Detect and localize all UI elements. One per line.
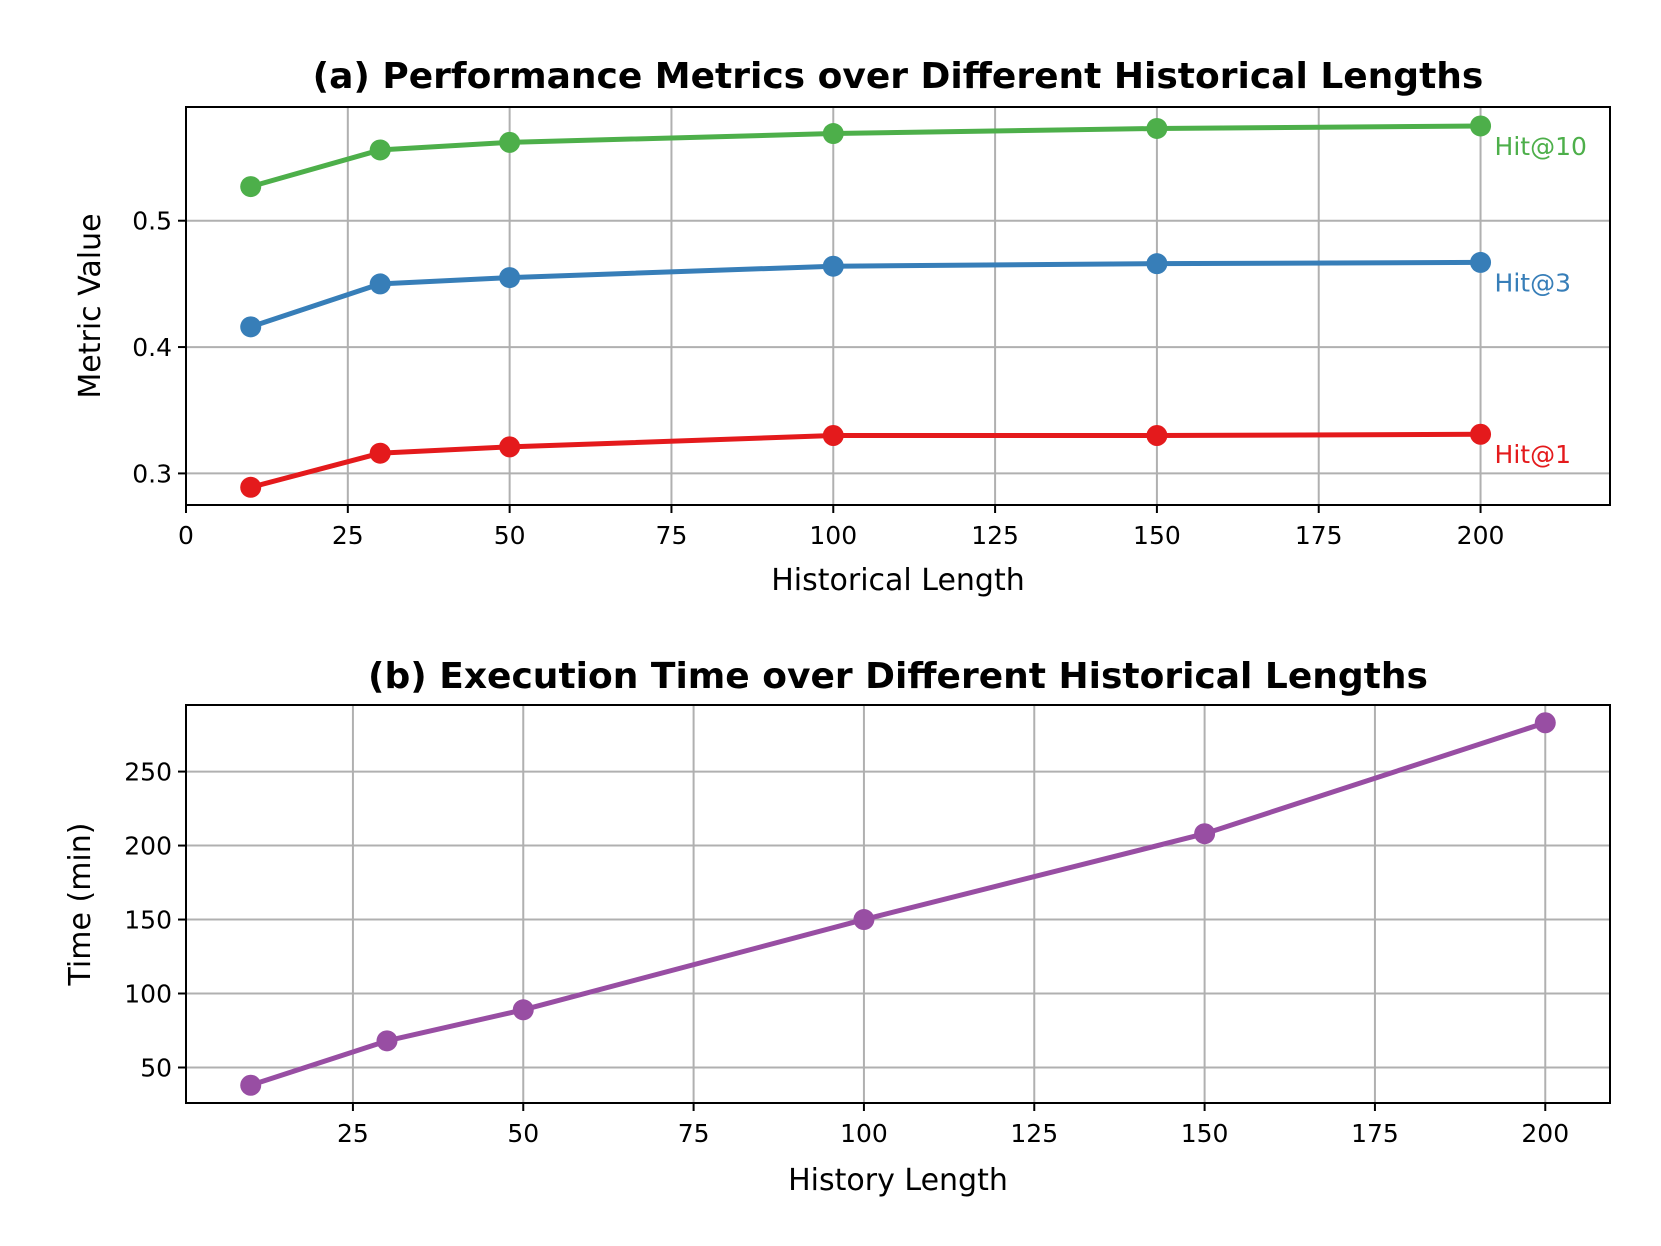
y-tick-label: 200 [124,832,172,861]
y-tick-label: 0.5 [132,207,172,236]
data-point [853,909,875,931]
data-point [240,176,262,198]
x-tick-label: 100 [840,1119,888,1148]
chart-b: (b) Execution Time over Different Histor… [63,656,1611,1198]
x-tick-label: 150 [1133,521,1181,550]
x-tick-label: 150 [1181,1119,1229,1148]
chart-b-x-axis-label: History Length [788,1163,1008,1198]
x-tick-label: 200 [1457,521,1505,550]
ticks: 0 25 50 75 100 125 150 175 200 0.3 0.4 0.5 [132,207,1504,550]
data-point [369,139,391,161]
x-tick-label: 50 [494,521,526,550]
data-point [240,1074,262,1096]
x-tick-label: 175 [1351,1119,1399,1148]
x-tick-label: 125 [1010,1119,1058,1148]
x-tick-label: 75 [656,521,688,550]
series-hit-10: Hit@10 [240,115,1587,198]
data-point [822,255,844,277]
data-point [1470,115,1492,137]
data-point [240,316,262,338]
series-0 [240,712,1556,1096]
y-tick-label: 0.3 [132,459,172,488]
series-line [250,123,1481,190]
data-point [240,476,262,498]
chart-a-y-axis-label: Metric Value [73,213,108,398]
chart-b-y-axis-label: Time (min) [63,823,98,987]
chart-a: (a) Performance Metrics over Different H… [73,56,1611,598]
grid [186,705,1610,1103]
x-tick-label: 100 [809,521,857,550]
x-tick-label: 0 [178,521,194,550]
y-tick-label: 100 [124,980,172,1009]
x-tick-label: 25 [332,521,364,550]
data-point [822,425,844,447]
data-point [1146,117,1168,139]
series-hit-3: Hit@3 [240,251,1571,338]
x-tick-label: 175 [1295,521,1343,550]
data-point [822,123,844,145]
x-tick-label: 75 [678,1119,710,1148]
plot-frame [185,106,1611,506]
data-point [499,267,521,289]
y-tick-label: 250 [124,758,172,787]
y-tick-label: 0.4 [132,333,172,362]
data-point [1470,423,1492,445]
data-point [1146,425,1168,447]
data-point [369,273,391,295]
series-line [249,259,1481,330]
x-tick-label: 50 [507,1119,539,1148]
x-tick-label: 25 [337,1119,369,1148]
ticks: 25 50 75 100 125 150 175 200 50 100 150 200 250 [124,758,1569,1148]
plot-frame [185,704,1611,1104]
y-tick-label: 50 [140,1053,172,1082]
series-line [249,720,1547,1088]
series-label: Hit@10 [1495,132,1587,161]
data-point [1534,712,1556,734]
chart-b-title: (b) Execution Time over Different Histor… [368,656,1428,697]
grid [185,107,1610,505]
data-point [1470,251,1492,273]
data-point [376,1030,398,1052]
x-tick-label: 200 [1521,1119,1569,1148]
data-point [1146,253,1168,275]
data-point [369,442,391,464]
x-tick-label: 125 [971,521,1019,550]
series-hit-1: Hit@1 [240,423,1571,498]
y-tick-label: 150 [124,906,172,935]
series-label: Hit@3 [1495,268,1571,297]
data-point [499,131,521,153]
data-point [499,436,521,458]
series-line [250,431,1481,490]
series-label: Hit@1 [1495,440,1571,469]
data-point [512,999,534,1021]
chart-a-x-axis-label: Historical Length [771,563,1025,598]
data-point [1194,823,1216,845]
chart-a-title: (a) Performance Metrics over Different H… [313,56,1484,97]
